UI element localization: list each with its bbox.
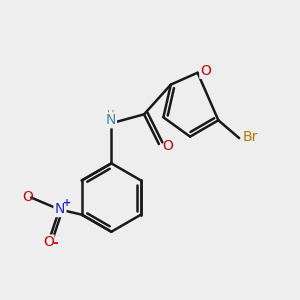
Text: N: N: [55, 202, 65, 216]
Text: O: O: [200, 64, 211, 78]
Text: O: O: [163, 140, 173, 153]
Text: H: H: [107, 110, 115, 120]
Text: Br: Br: [243, 130, 258, 144]
Text: O: O: [43, 235, 54, 249]
Text: O: O: [22, 190, 33, 204]
Text: N: N: [106, 113, 116, 127]
Text: -: -: [52, 236, 59, 250]
Text: +: +: [63, 199, 71, 208]
